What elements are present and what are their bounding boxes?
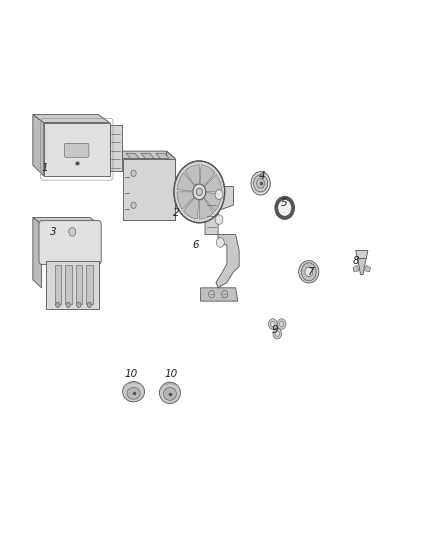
Circle shape <box>301 263 316 281</box>
Circle shape <box>216 238 224 247</box>
Polygon shape <box>356 251 368 259</box>
Circle shape <box>66 302 71 308</box>
Polygon shape <box>166 151 175 220</box>
Text: 10: 10 <box>125 369 138 379</box>
Ellipse shape <box>159 382 180 403</box>
Polygon shape <box>216 235 239 288</box>
Polygon shape <box>114 151 175 159</box>
Polygon shape <box>201 288 238 301</box>
Polygon shape <box>33 217 42 288</box>
Ellipse shape <box>127 387 140 399</box>
Circle shape <box>215 215 223 224</box>
Polygon shape <box>184 198 199 219</box>
Ellipse shape <box>299 261 319 283</box>
Polygon shape <box>177 173 194 191</box>
Circle shape <box>305 267 313 277</box>
Text: 7: 7 <box>307 267 313 277</box>
Polygon shape <box>177 192 194 209</box>
Circle shape <box>215 190 223 199</box>
Text: 5: 5 <box>280 198 287 207</box>
Circle shape <box>56 302 60 308</box>
Polygon shape <box>110 125 122 171</box>
Text: 6: 6 <box>193 240 199 250</box>
Polygon shape <box>200 165 215 186</box>
Circle shape <box>69 228 76 236</box>
Text: 4: 4 <box>258 171 265 181</box>
Polygon shape <box>46 261 99 309</box>
Text: 1: 1 <box>42 163 48 173</box>
Circle shape <box>278 200 291 216</box>
Polygon shape <box>123 159 175 220</box>
Text: 2: 2 <box>173 208 180 218</box>
FancyBboxPatch shape <box>64 143 89 157</box>
Polygon shape <box>205 187 233 235</box>
FancyBboxPatch shape <box>39 221 101 264</box>
Polygon shape <box>204 192 222 211</box>
Circle shape <box>222 290 228 298</box>
Text: 3: 3 <box>50 227 57 237</box>
Polygon shape <box>141 154 154 159</box>
Text: 10: 10 <box>164 369 177 379</box>
Circle shape <box>208 290 215 298</box>
Circle shape <box>251 172 270 195</box>
Polygon shape <box>256 179 265 188</box>
Polygon shape <box>156 154 169 159</box>
Polygon shape <box>185 165 199 185</box>
Polygon shape <box>364 265 371 272</box>
Polygon shape <box>357 259 366 274</box>
Circle shape <box>271 321 275 327</box>
Polygon shape <box>33 115 110 123</box>
Polygon shape <box>44 123 110 176</box>
Circle shape <box>193 184 206 199</box>
Polygon shape <box>126 154 139 159</box>
Polygon shape <box>205 174 222 192</box>
Polygon shape <box>55 265 61 304</box>
Ellipse shape <box>123 382 145 402</box>
Polygon shape <box>76 265 82 304</box>
Circle shape <box>77 302 81 308</box>
Polygon shape <box>33 115 44 176</box>
Circle shape <box>277 319 286 329</box>
Polygon shape <box>65 265 72 304</box>
Circle shape <box>275 331 279 336</box>
Polygon shape <box>199 198 214 219</box>
Circle shape <box>131 202 136 208</box>
Circle shape <box>273 328 282 339</box>
Ellipse shape <box>163 387 177 400</box>
Polygon shape <box>353 265 359 272</box>
Circle shape <box>196 188 202 196</box>
Circle shape <box>87 302 92 308</box>
Polygon shape <box>86 265 93 304</box>
Polygon shape <box>33 217 99 224</box>
Circle shape <box>254 175 268 192</box>
Circle shape <box>279 321 284 327</box>
Circle shape <box>174 161 225 223</box>
Text: 9: 9 <box>272 326 278 335</box>
Circle shape <box>131 170 136 176</box>
Text: 8: 8 <box>353 256 359 266</box>
Circle shape <box>268 319 277 329</box>
